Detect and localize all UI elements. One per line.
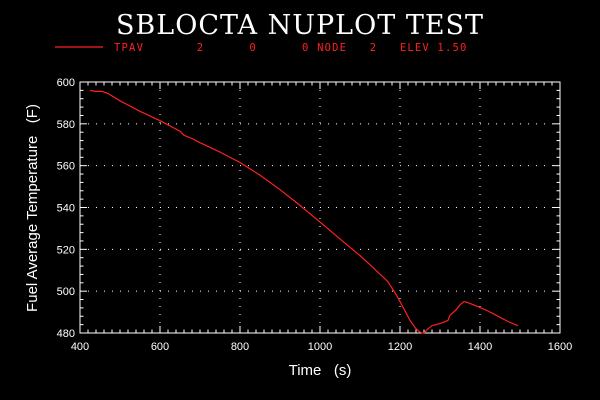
axes	[79, 81, 561, 334]
x-tick-label: 600	[151, 341, 169, 353]
y-tick-label: 560	[57, 161, 75, 173]
y-axis-label: Fuel Average Temperature (F)	[24, 104, 41, 312]
y-tick-label: 540	[57, 203, 75, 215]
grid	[80, 82, 560, 333]
chart-title: SBLOCTA NUPLOT TEST	[116, 10, 484, 41]
series-line-tpav	[89, 89, 519, 334]
x-tick-label: 1600	[548, 341, 572, 353]
x-tick-label: 1000	[308, 341, 332, 353]
y-tick-label: 520	[57, 244, 75, 256]
x-axis-label: Time (s)	[289, 362, 352, 379]
tick-labels: 400 600 800 1000 1200 1400 1600 480 500 520 540 560…	[57, 77, 573, 353]
y-tick-label: 580	[57, 119, 75, 131]
x-tick-label: 800	[231, 341, 249, 353]
legend-label: TPAV 2 0 0 NODE 2 ELEV 1.50	[114, 42, 468, 54]
y-tick-label: 480	[57, 328, 75, 340]
series-layer	[89, 89, 519, 334]
y-tick-label: 500	[57, 286, 75, 298]
y-tick-label: 600	[57, 77, 75, 89]
x-tick-label: 1200	[388, 341, 412, 353]
legend: TPAV 2 0 0 NODE 2 ELEV 1.50	[55, 42, 468, 54]
x-tick-label: 400	[71, 341, 89, 353]
x-tick-label: 1400	[468, 341, 492, 353]
